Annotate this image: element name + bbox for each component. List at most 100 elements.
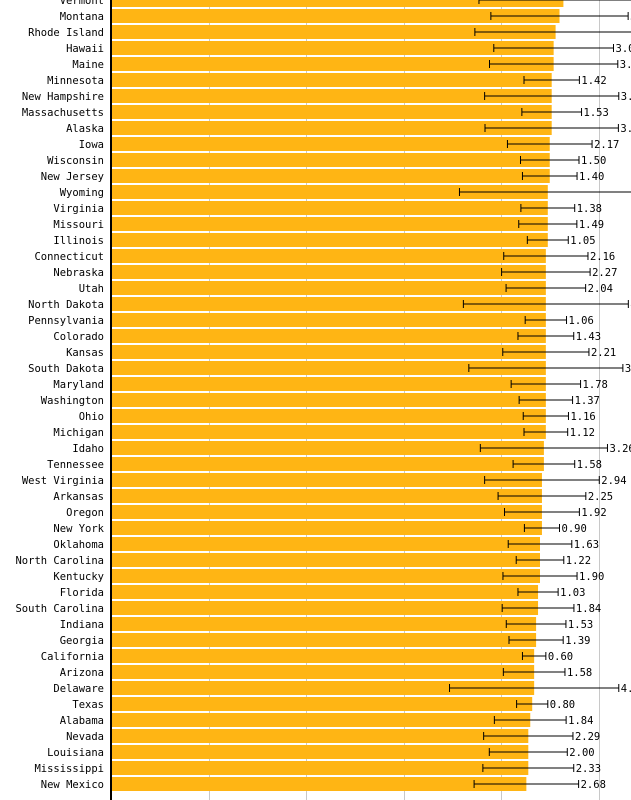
bar xyxy=(111,393,546,407)
error-value-label: 0.90 xyxy=(562,523,587,535)
category-label: Georgia xyxy=(60,635,104,647)
error-bar xyxy=(523,428,569,436)
category-label: New Hampshire xyxy=(22,91,104,103)
bar xyxy=(111,777,527,791)
error-bar xyxy=(449,684,620,692)
error-bar xyxy=(493,44,615,52)
error-bar xyxy=(479,444,608,452)
error-bar xyxy=(517,588,559,596)
bar xyxy=(111,425,546,439)
bar xyxy=(111,441,544,455)
category-label: Nevada xyxy=(66,731,104,743)
error-bar xyxy=(507,540,573,548)
error-value-label: 1.84 xyxy=(568,715,593,727)
bar xyxy=(111,281,546,295)
category-label: North Carolina xyxy=(15,555,104,567)
bar xyxy=(111,89,552,103)
error-value-label: 1.03 xyxy=(560,587,585,599)
error-bar xyxy=(518,396,574,404)
error-value-label: 3.07 xyxy=(616,43,631,55)
error-value-label: 1.12 xyxy=(570,427,595,439)
bar xyxy=(111,41,554,55)
category-label: North Dakota xyxy=(28,299,104,311)
error-value-label: 2.29 xyxy=(575,731,600,743)
error-bar xyxy=(504,508,580,516)
bar xyxy=(111,489,542,503)
bar xyxy=(111,57,554,71)
category-label: West Virginia xyxy=(22,475,104,487)
value-labels-group: 4.333.524.143.073.291.423.441.533.422.17… xyxy=(548,11,631,791)
error-bar xyxy=(502,572,578,580)
error-value-label: 1.40 xyxy=(579,171,604,183)
error-bar xyxy=(523,524,560,532)
error-bar xyxy=(523,76,580,84)
bar xyxy=(111,233,548,247)
bar xyxy=(111,137,550,151)
bar xyxy=(111,569,540,583)
category-label: Colorado xyxy=(53,331,104,343)
error-bar xyxy=(462,300,629,308)
bar xyxy=(111,521,542,535)
error-value-label: 2.94 xyxy=(601,475,626,487)
category-label: Louisiana xyxy=(47,747,104,759)
error-value-label: 1.22 xyxy=(566,555,591,567)
error-value-label: 2.00 xyxy=(569,747,594,759)
bar xyxy=(111,713,531,727)
error-value-label: 1.49 xyxy=(579,219,604,231)
category-label: Utah xyxy=(79,283,104,295)
error-value-label: 3.95 xyxy=(625,363,631,375)
error-value-label: 2.16 xyxy=(590,251,615,263)
error-bar xyxy=(493,716,567,724)
bar xyxy=(111,185,548,199)
bar xyxy=(111,729,529,743)
error-bar xyxy=(521,108,583,116)
error-value-label: 0.60 xyxy=(548,651,573,663)
category-label: Kentucky xyxy=(53,571,104,583)
category-label: Virginia xyxy=(53,203,104,215)
error-bar xyxy=(515,556,565,564)
error-value-label: 1.90 xyxy=(579,571,604,583)
bars-group xyxy=(111,0,564,791)
error-value-label: 1.53 xyxy=(568,619,593,631)
error-value-label: 1.58 xyxy=(577,459,602,471)
error-bar xyxy=(488,748,568,756)
error-value-label: 2.25 xyxy=(588,491,613,503)
category-label: Vermont xyxy=(60,0,104,7)
error-value-label: 1.43 xyxy=(576,331,601,343)
category-label: Michigan xyxy=(53,427,104,439)
bar xyxy=(111,761,529,775)
category-label: Wyoming xyxy=(60,187,104,199)
bar xyxy=(111,201,548,215)
error-value-label: 0.80 xyxy=(550,699,575,711)
bar xyxy=(111,473,542,487)
error-value-label: 2.04 xyxy=(588,283,613,295)
category-label: South Carolina xyxy=(15,603,104,615)
category-label: Rhode Island xyxy=(28,27,104,39)
error-value-label: 1.06 xyxy=(569,315,594,327)
error-value-label: 4.34 xyxy=(621,683,631,695)
error-bar xyxy=(518,220,578,228)
category-label: Illinois xyxy=(53,235,104,247)
bar xyxy=(111,297,546,311)
bar xyxy=(111,265,546,279)
category-label: Arizona xyxy=(60,667,104,679)
bar xyxy=(111,9,560,23)
category-label: Connecticut xyxy=(34,251,104,263)
error-value-label: 1.05 xyxy=(570,235,595,247)
category-label: New Mexico xyxy=(41,779,104,791)
category-label: Tennessee xyxy=(47,459,104,471)
error-bar xyxy=(505,284,587,292)
error-bar xyxy=(520,156,580,164)
error-value-label: 1.37 xyxy=(575,395,600,407)
category-label: Massachusetts xyxy=(22,107,104,119)
category-label: Delaware xyxy=(53,683,104,695)
error-value-label: 1.58 xyxy=(567,667,592,679)
bar xyxy=(111,409,546,423)
error-bar xyxy=(482,764,575,772)
bar xyxy=(111,553,540,567)
bar xyxy=(111,505,542,519)
bar xyxy=(111,457,544,471)
bar xyxy=(111,377,546,391)
error-bar xyxy=(505,620,567,628)
